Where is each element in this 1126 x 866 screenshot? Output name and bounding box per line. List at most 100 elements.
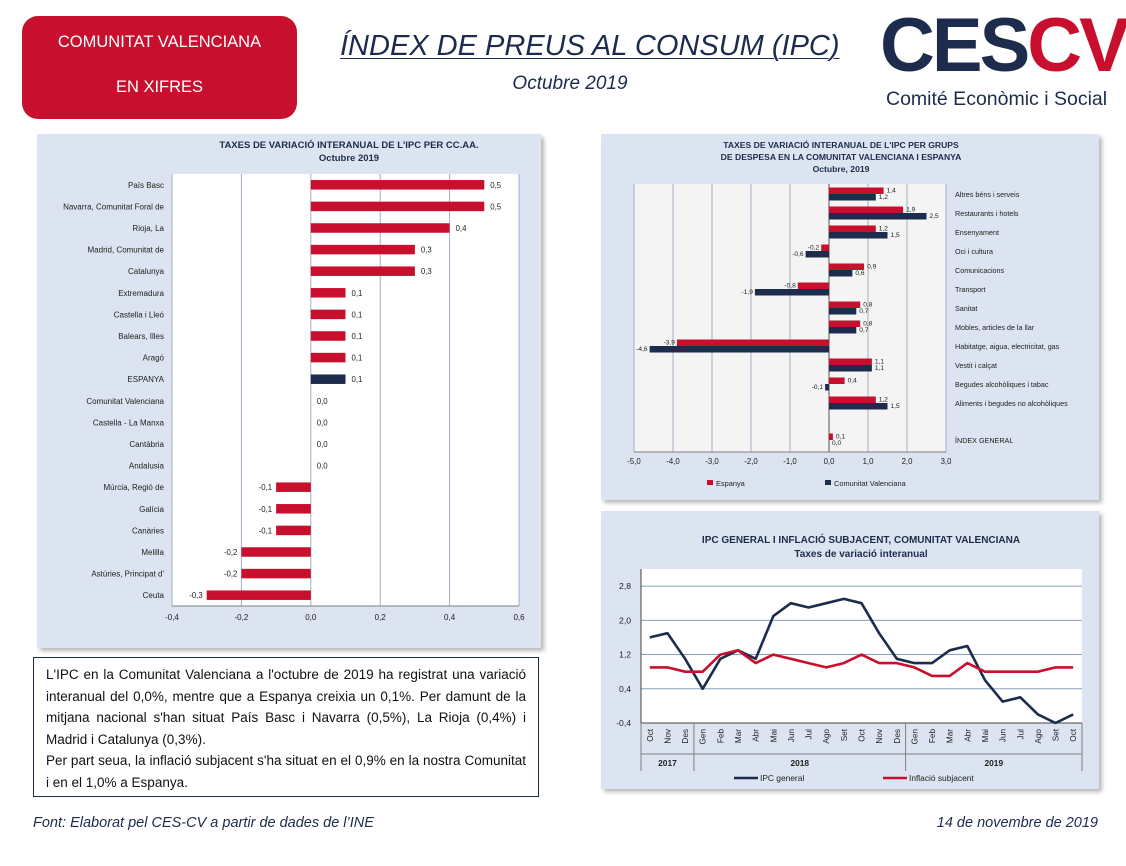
summary-paragraph-2: Per part seua, la inflació subjacent s'h… <box>46 753 526 790</box>
bar <box>310 374 346 384</box>
tick-label: 0,2 <box>375 613 387 622</box>
chart-title-line: DE DESPESA EN LA COMUNITAT VALENCIANA I … <box>721 152 962 162</box>
tick-label: 1,2 <box>619 650 631 660</box>
x-tick-label: Jun <box>787 729 796 743</box>
x-tick-label: Ago <box>822 729 831 744</box>
value-label: -0,1 <box>259 526 272 535</box>
bar-espanya <box>829 396 876 403</box>
category-label: Aliments i begudes no alcohòliques <box>955 399 1068 408</box>
category-label: Múrcia, Regió de <box>104 483 165 492</box>
value-label: -0,2 <box>224 570 237 579</box>
bar-comunitat <box>829 270 853 277</box>
tick-label: 2,0 <box>619 615 631 625</box>
value-label: 0,8 <box>863 302 872 309</box>
tick-label: 1,0 <box>863 457 875 466</box>
category-label: Galícia <box>139 505 164 514</box>
category-label: Mobles, articles de la llar <box>955 323 1035 332</box>
value-label: -0,1 <box>812 384 824 391</box>
value-label: 0,6 <box>855 270 864 277</box>
bar-espanya <box>821 244 829 251</box>
ccaa-bar-chart: -0,4 -0,2 0,0 0,2 0,4 0,6 TAXES DE VARIACIÓ IN… <box>63 139 525 622</box>
x-tick-label: Des <box>681 729 690 744</box>
ccaa-chart-panel: -0,4 -0,2 0,0 0,2 0,4 0,6 TAXES DE VARIACIÓ IN… <box>37 134 541 648</box>
legend-label: Comunitat Valenciana <box>834 479 907 488</box>
bar <box>310 331 346 341</box>
logo-ces: CES <box>880 3 1030 88</box>
category-label: Oci i cultura <box>955 247 993 256</box>
value-label: 1,9 <box>906 207 915 214</box>
cescv-logo: CESCV Comité Econòmic i Social <box>880 8 1126 115</box>
plot-area <box>641 569 1082 723</box>
value-label: 0,0 <box>832 440 841 447</box>
value-label: 0,0 <box>317 462 329 471</box>
bar <box>276 482 311 492</box>
chart-title: IPC GENERAL I INFLACIÓ SUBJACENT, COMUNI… <box>702 533 1020 546</box>
x-tick-label: Feb <box>928 729 937 744</box>
plot-area <box>172 174 519 606</box>
tick-label: -0,4 <box>165 613 179 622</box>
bar <box>241 547 311 557</box>
value-label: 2,5 <box>930 213 939 220</box>
bar <box>310 223 450 233</box>
category-label: Astúries, Principat d' <box>91 570 164 579</box>
bar-comunitat <box>649 346 829 353</box>
tick-label: 2,8 <box>619 581 631 591</box>
x-tick-label: Oct <box>646 728 655 741</box>
source-note: Font: Elaborat pel CES-CV a partir de da… <box>33 815 374 831</box>
tick-label: -3,0 <box>705 457 719 466</box>
page-subtitle: Octubre 2019 <box>512 73 628 94</box>
value-label: 0,1 <box>352 332 363 341</box>
legend-label: Espanya <box>716 479 746 488</box>
bar-espanya <box>797 282 829 289</box>
tick-label: -0,4 <box>616 718 631 728</box>
summary-text-box: L'IPC en la Comunitat Valenciana a l'oct… <box>33 657 539 797</box>
bar-comunitat <box>829 308 857 315</box>
category-label: Castella - La Manxa <box>93 418 165 427</box>
x-tick-label: Nov <box>663 728 672 743</box>
value-label: 1,1 <box>875 359 884 366</box>
value-label: 0,1 <box>352 354 363 363</box>
value-label: 0,1 <box>352 310 363 319</box>
value-label: 0,1 <box>352 375 363 384</box>
ipc-line-chart: IPC GENERAL I INFLACIÓ SUBJACENT, COMUNI… <box>616 533 1083 783</box>
bar-espanya <box>829 377 845 384</box>
category-label: Comunitat Valenciana <box>86 397 164 406</box>
chart-title-line: TAXES DE VARIACIÓ INTERANUAL DE L'IPC PE… <box>723 139 959 150</box>
page-title: ÍNDEX DE PREUS AL CONSUM (IPC) <box>340 30 840 62</box>
bar <box>310 201 485 212</box>
line-inflacio-subjacent <box>649 649 1074 678</box>
value-label: 0,4 <box>456 224 468 233</box>
x-tick-label: Feb <box>716 729 725 744</box>
value-label: -0,2 <box>224 548 237 557</box>
bar-comunitat <box>825 384 829 391</box>
x-tick-label: Oct <box>858 728 867 741</box>
bar-comunitat <box>829 213 927 220</box>
tick-label: 2,0 <box>902 457 914 466</box>
legend-swatch <box>825 480 831 485</box>
chart-title-line: Octubre, 2019 <box>813 164 870 174</box>
badge-line-1: COMUNITAT VALENCIANA <box>57 33 262 51</box>
category-label: Navarra, Comunitat Foral de <box>63 202 164 211</box>
bar <box>310 309 346 320</box>
groups-bar-chart: -5,0 -4,0 -3,0 -2,0 -1,0 0,0 1,0 2,0 3,0 TAXES DE… <box>627 139 1068 488</box>
value-label: -0,1 <box>259 483 272 492</box>
bar-espanya <box>676 339 829 346</box>
x-tick-label: Mar <box>734 729 743 743</box>
bar <box>310 180 485 190</box>
badge-line-2: EN XIFRES <box>115 78 204 96</box>
category-label: Melilla <box>141 548 164 557</box>
category-label: Begudes alcohòliques i tabac <box>955 380 1049 389</box>
value-label: -0,3 <box>189 591 202 600</box>
category-label: Habitatge, aigua, electricitat, gas <box>955 342 1060 351</box>
year-label: 2019 <box>984 758 1003 768</box>
value-label: -1,9 <box>742 289 754 296</box>
bar-espanya <box>829 301 861 308</box>
bar-comunitat <box>829 232 888 239</box>
publication-date: 14 de novembre de 2019 <box>936 815 1098 831</box>
x-tick-label: Nov <box>875 728 884 743</box>
chart-subtitle: Taxes de variació interanual <box>794 549 927 560</box>
value-label: 1,1 <box>875 365 884 372</box>
bar-comunitat <box>829 403 888 410</box>
legend-label: Inflació subjacent <box>909 773 974 783</box>
x-tick-label: Mai <box>769 729 778 742</box>
